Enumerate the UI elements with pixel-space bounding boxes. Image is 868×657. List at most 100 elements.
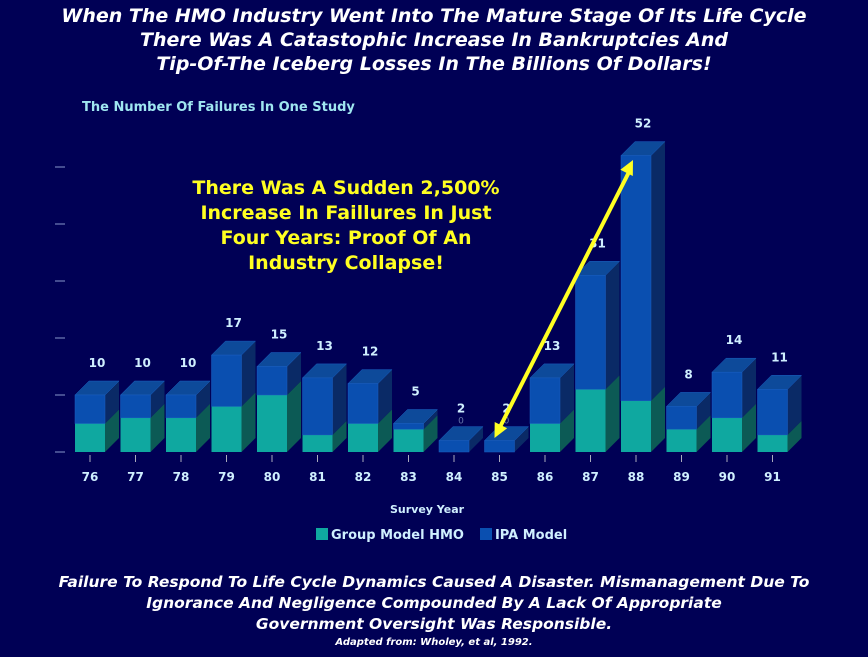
bar-side-ipa: [742, 358, 756, 418]
x-axis-title: Survey Year: [390, 503, 465, 516]
data-label: 17: [225, 316, 242, 330]
footer-text: Failure To Respond To Life Cycle Dynamic…: [0, 572, 868, 635]
data-label: 10: [89, 356, 106, 370]
data-label: 5: [411, 385, 419, 399]
annotation-line: Four Years: Proof Of An: [220, 227, 472, 249]
bar-side-ipa: [469, 426, 483, 452]
chart-headline: When The HMO Industry Went Into The Matu…: [0, 4, 868, 76]
bar-ipa-segment: [529, 377, 561, 424]
x-tick-label: 88: [628, 470, 645, 484]
bar-side-group: [787, 420, 802, 452]
annotation-line: Increase In Faillures In Just: [200, 202, 492, 224]
legend-item-group: Group Model HMO: [316, 528, 464, 543]
data-label: 8: [684, 367, 692, 381]
x-tick-label: 91: [764, 470, 781, 484]
bar-side-ipa: [560, 363, 574, 424]
bar-group-segment: [575, 389, 606, 452]
annotation-text: There Was A Sudden 2,500% Increase In Fa…: [176, 176, 516, 276]
bar-side-group: [651, 386, 665, 452]
bar-group-segment: [120, 417, 151, 452]
x-tick-label: 78: [173, 470, 190, 484]
arrowhead-up: [620, 160, 633, 176]
bar-side-group: [241, 392, 256, 452]
bar-ipa-segment: [393, 423, 424, 430]
zero-label: 0: [458, 417, 464, 427]
bar-ipa-segment: [74, 394, 106, 424]
bar-side-ipa: [150, 381, 165, 418]
bar-group-segment: [166, 417, 196, 452]
bar-side-group: [423, 415, 438, 452]
x-tick-label: 90: [719, 470, 736, 484]
data-label: 13: [544, 339, 561, 353]
bar-ipa-segment: [302, 377, 333, 436]
bar-group-segment: [530, 423, 560, 452]
x-tick-label: 87: [582, 470, 599, 484]
bar-ipa-segment: [256, 366, 288, 396]
bar-group-segment: [393, 429, 424, 452]
bar-group-segment: [712, 417, 742, 452]
x-tick-label: 82: [355, 470, 372, 484]
source-note: Adapted from: Wholey, et al, 1992.: [335, 637, 533, 648]
bar-group-segment: [302, 434, 333, 452]
bar-group-segment: [348, 423, 378, 452]
bar-ipa-segment: [120, 394, 151, 419]
bar-ipa-segment: [711, 371, 743, 419]
data-label: 2: [457, 402, 465, 416]
legend: Group Model HMO IPA Model: [316, 528, 567, 543]
bar-ipa-segment: [438, 440, 470, 453]
x-tick-label: 86: [537, 470, 554, 484]
x-tick-label: 80: [264, 470, 281, 484]
bar-ipa-segment: [757, 389, 788, 436]
data-label: 13: [316, 339, 333, 353]
legend-label: IPA Model: [494, 528, 568, 543]
annotation-arrow: [498, 171, 631, 427]
data-label: 12: [362, 345, 379, 359]
bar-side-group: [378, 409, 392, 452]
annotation-line: Industry Collapse!: [248, 252, 444, 274]
bar-group-segment: [621, 400, 651, 452]
data-label: 15: [271, 328, 288, 342]
bar-ipa-segment: [165, 394, 197, 419]
data-label: 10: [134, 356, 151, 370]
bar-side-ipa: [196, 381, 210, 418]
bar-side-ipa: [332, 363, 347, 435]
legend-swatch: [479, 528, 492, 540]
data-label: 10: [180, 356, 197, 370]
bar-group-segment: [666, 429, 697, 452]
bar-side-group: [105, 409, 119, 452]
bar-side-ipa: [423, 409, 438, 430]
x-tick-label: 76: [82, 470, 99, 484]
zero-label: 0: [504, 417, 510, 427]
bar-ipa-segment: [575, 275, 606, 390]
bar-side-ipa: [378, 369, 392, 424]
chart-title: The Number Of Failures In One Study: [82, 100, 355, 115]
bar-side-group: [332, 420, 347, 452]
x-tick-label: 89: [673, 470, 690, 484]
legend-swatch: [316, 528, 328, 540]
data-label: 11: [771, 350, 788, 364]
bar-ipa-segment: [347, 383, 379, 424]
bar-side-ipa: [514, 426, 529, 452]
x-tick-label: 83: [400, 470, 417, 484]
headline-line: Tip-Of-The Iceberg Losses In The Billion…: [156, 53, 712, 75]
arrowhead-down: [494, 422, 508, 438]
bar-side-group: [605, 375, 620, 452]
x-tick-label: 77: [127, 470, 144, 484]
bar-ipa-segment: [620, 155, 652, 401]
legend-label: Group Model HMO: [331, 528, 464, 543]
bar-side-ipa: [241, 341, 256, 407]
bar-group-segment: [75, 423, 105, 452]
footer-line: Government Oversight Was Responsible.: [255, 615, 613, 633]
headline-line: There Was A Catastophic Increase In Bank…: [139, 29, 729, 51]
footer-line: Ignorance And Negligence Compounded By A…: [146, 594, 722, 612]
bar-group-segment: [757, 434, 788, 452]
annotation-line: There Was A Sudden 2,500%: [192, 177, 500, 199]
headline-line: When The HMO Industry Went Into The Matu…: [61, 5, 807, 27]
bar-group-segment: [257, 395, 287, 452]
bar-side-ipa: [605, 261, 620, 390]
bar-side-ipa: [651, 141, 665, 401]
data-label: 52: [635, 117, 652, 131]
legend-item-ipa: IPA Model: [479, 528, 568, 543]
data-label: 14: [726, 333, 743, 347]
